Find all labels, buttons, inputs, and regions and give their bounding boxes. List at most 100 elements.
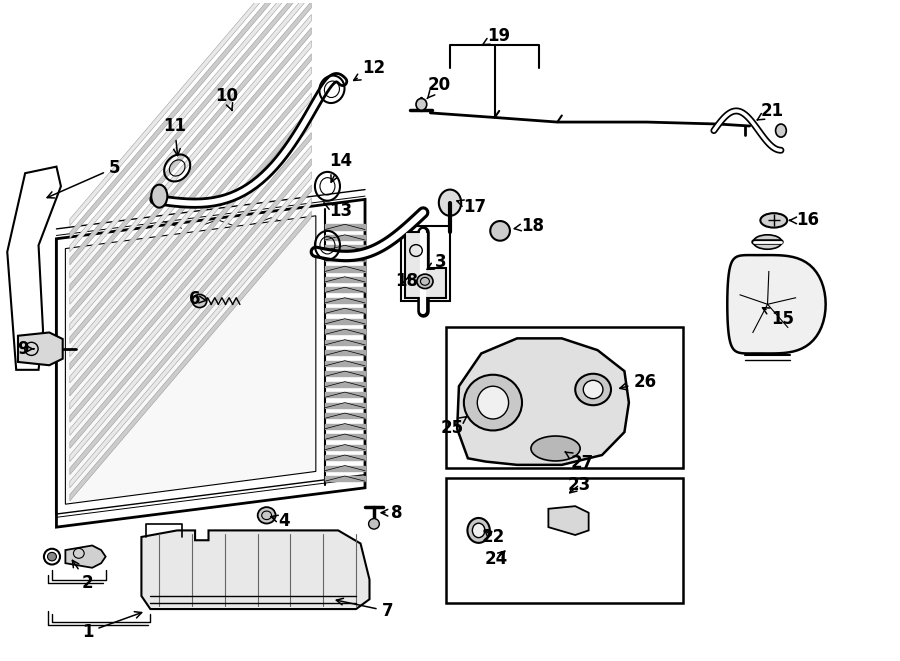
Polygon shape <box>70 145 311 436</box>
Ellipse shape <box>257 507 275 524</box>
Polygon shape <box>325 434 365 440</box>
Polygon shape <box>70 0 311 265</box>
Polygon shape <box>70 120 311 409</box>
Polygon shape <box>325 340 365 345</box>
Polygon shape <box>70 159 311 448</box>
Ellipse shape <box>491 221 510 241</box>
Polygon shape <box>18 332 63 366</box>
Text: 15: 15 <box>762 308 794 328</box>
Text: 18: 18 <box>396 272 418 290</box>
Ellipse shape <box>417 274 433 289</box>
Ellipse shape <box>477 386 508 419</box>
Text: 17: 17 <box>457 198 487 216</box>
Polygon shape <box>405 232 446 297</box>
Ellipse shape <box>760 214 788 227</box>
Text: 8: 8 <box>381 504 402 522</box>
Ellipse shape <box>575 373 611 405</box>
Polygon shape <box>325 224 365 229</box>
Ellipse shape <box>467 518 490 543</box>
Ellipse shape <box>439 190 461 215</box>
Polygon shape <box>325 277 365 282</box>
Polygon shape <box>70 93 311 383</box>
Text: 14: 14 <box>329 153 353 182</box>
Polygon shape <box>325 445 365 449</box>
Polygon shape <box>325 455 365 460</box>
Polygon shape <box>325 371 365 376</box>
Polygon shape <box>141 530 370 609</box>
Polygon shape <box>325 319 365 324</box>
Polygon shape <box>457 338 629 465</box>
Polygon shape <box>70 54 311 344</box>
Text: 22: 22 <box>482 528 505 546</box>
Text: 19: 19 <box>482 26 511 45</box>
Ellipse shape <box>48 553 57 561</box>
Ellipse shape <box>531 436 580 461</box>
Polygon shape <box>325 266 365 272</box>
Text: 5: 5 <box>47 159 121 198</box>
Polygon shape <box>70 198 311 488</box>
Polygon shape <box>325 297 365 303</box>
Polygon shape <box>70 41 311 330</box>
Polygon shape <box>325 235 365 240</box>
Ellipse shape <box>753 235 782 249</box>
Polygon shape <box>325 392 365 397</box>
Polygon shape <box>70 15 311 304</box>
Text: 13: 13 <box>324 202 353 220</box>
Polygon shape <box>325 329 365 334</box>
Text: 20: 20 <box>428 76 451 98</box>
Text: 4: 4 <box>271 512 291 529</box>
Polygon shape <box>325 465 365 471</box>
Polygon shape <box>325 308 365 313</box>
Text: 9: 9 <box>16 340 34 358</box>
Ellipse shape <box>776 124 787 137</box>
Text: 26: 26 <box>620 373 657 391</box>
Polygon shape <box>70 0 311 252</box>
Text: 21: 21 <box>757 102 784 120</box>
Polygon shape <box>70 132 311 422</box>
Polygon shape <box>70 185 311 475</box>
Polygon shape <box>70 80 311 369</box>
Bar <box>446 327 682 468</box>
Text: 7: 7 <box>337 598 393 620</box>
Polygon shape <box>325 256 365 261</box>
Text: 2: 2 <box>72 561 94 592</box>
Polygon shape <box>70 28 311 317</box>
Ellipse shape <box>583 380 603 399</box>
Polygon shape <box>70 106 311 396</box>
Polygon shape <box>70 172 311 461</box>
Text: 24: 24 <box>485 549 508 568</box>
Polygon shape <box>325 350 365 356</box>
Polygon shape <box>325 245 365 251</box>
Ellipse shape <box>193 294 207 307</box>
Text: 6: 6 <box>189 290 207 308</box>
Text: 25: 25 <box>440 416 467 436</box>
Polygon shape <box>66 545 105 568</box>
Polygon shape <box>70 211 311 501</box>
Text: 12: 12 <box>354 59 385 81</box>
Polygon shape <box>70 1 311 292</box>
Polygon shape <box>70 0 311 278</box>
Ellipse shape <box>151 184 167 208</box>
Polygon shape <box>325 413 365 418</box>
Text: 10: 10 <box>215 87 238 110</box>
Bar <box>400 225 450 301</box>
Bar <box>446 478 682 603</box>
Ellipse shape <box>369 519 379 529</box>
Ellipse shape <box>416 98 427 110</box>
Text: 11: 11 <box>163 117 186 155</box>
Ellipse shape <box>464 375 522 430</box>
Text: 16: 16 <box>790 212 819 229</box>
Polygon shape <box>325 361 365 366</box>
Text: 1: 1 <box>82 611 141 641</box>
Polygon shape <box>66 215 316 504</box>
Polygon shape <box>325 381 365 387</box>
Polygon shape <box>70 0 311 225</box>
Text: 18: 18 <box>514 217 544 235</box>
Polygon shape <box>325 424 365 429</box>
Polygon shape <box>70 0 311 239</box>
Text: 23: 23 <box>568 475 591 494</box>
Polygon shape <box>325 403 365 408</box>
Polygon shape <box>548 506 589 535</box>
Ellipse shape <box>472 524 485 537</box>
Text: 27: 27 <box>565 452 594 472</box>
